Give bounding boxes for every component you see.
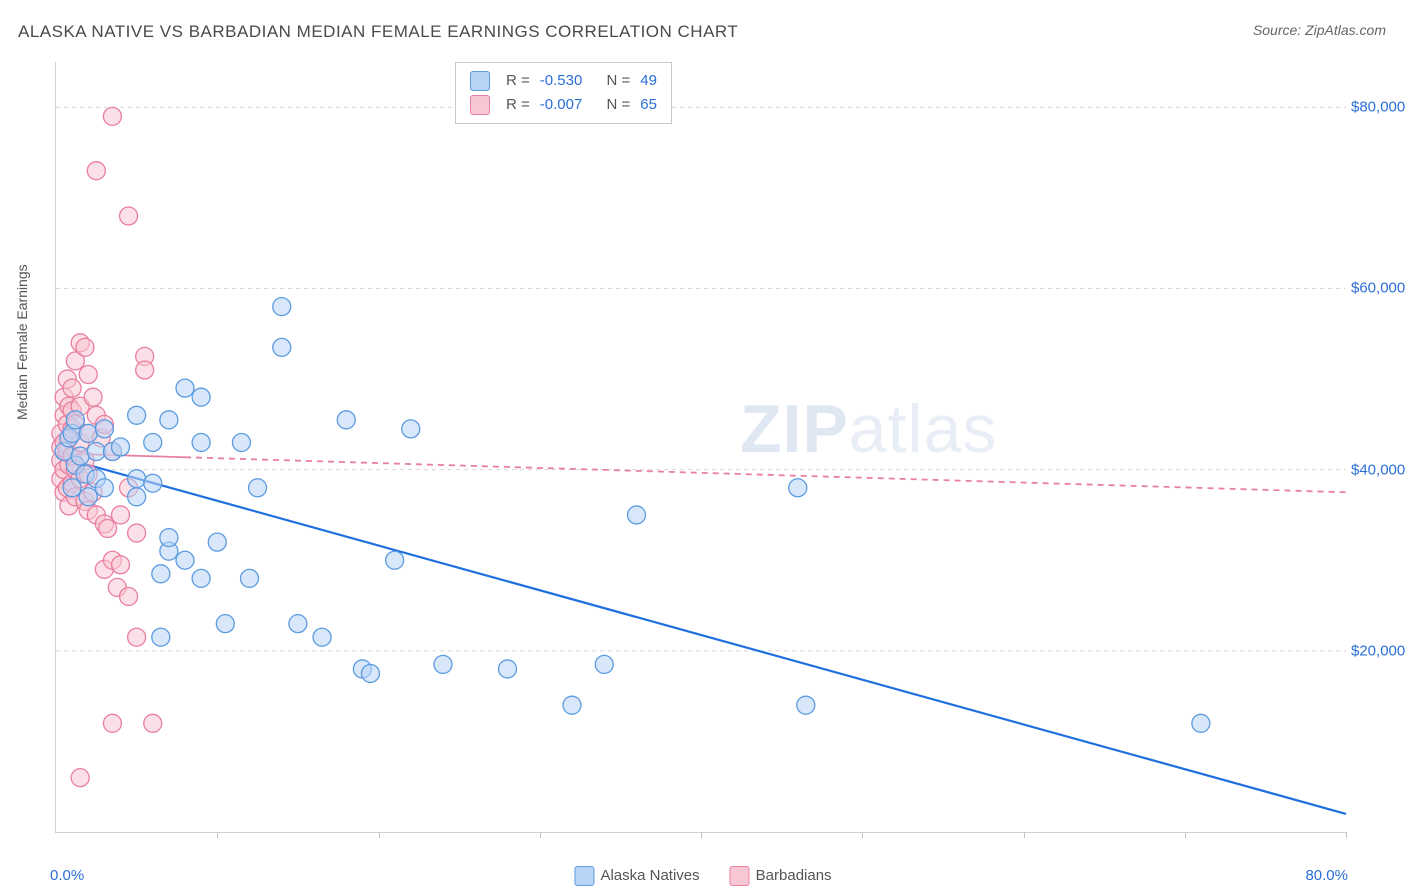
watermark-rest: atlas xyxy=(849,391,998,467)
legend-label-0: Alaska Natives xyxy=(600,867,699,884)
y-tick-label: $40,000 xyxy=(1351,461,1406,478)
x-axis-max-label: 80.0% xyxy=(1305,867,1348,884)
legend-swatch-1 xyxy=(730,866,750,886)
x-tick xyxy=(1024,832,1025,838)
r-label: R = xyxy=(506,93,530,117)
x-tick xyxy=(1185,832,1186,838)
watermark-bold: ZIP xyxy=(740,391,849,467)
watermark: ZIPatlas xyxy=(740,390,997,468)
swatch-series-0 xyxy=(470,71,490,91)
x-tick xyxy=(1346,832,1347,838)
scatter-svg xyxy=(56,62,1346,832)
chart-title: ALASKA NATIVE VS BARBADIAN MEDIAN FEMALE… xyxy=(18,22,738,42)
legend-label-1: Barbadians xyxy=(756,867,832,884)
y-tick-label: $60,000 xyxy=(1351,280,1406,297)
source-attribution: Source: ZipAtlas.com xyxy=(1253,22,1386,38)
legend-item-0: Alaska Natives xyxy=(574,866,699,886)
n-label: N = xyxy=(606,93,630,117)
x-tick xyxy=(540,832,541,838)
stats-row-series-0: R = -0.530 N = 49 xyxy=(470,69,657,93)
x-axis-min-label: 0.0% xyxy=(50,867,84,884)
r-value-0: -0.530 xyxy=(540,69,583,93)
x-tick xyxy=(701,832,702,838)
n-value-1: 65 xyxy=(640,93,657,117)
x-tick xyxy=(862,832,863,838)
legend: Alaska Natives Barbadians xyxy=(574,866,831,886)
legend-swatch-0 xyxy=(574,866,594,886)
y-axis-label: Median Female Earnings xyxy=(14,264,30,420)
r-value-1: -0.007 xyxy=(540,93,583,117)
swatch-series-1 xyxy=(470,95,490,115)
correlation-stats-box: R = -0.530 N = 49 R = -0.007 N = 65 xyxy=(455,62,672,124)
y-tick-label: $20,000 xyxy=(1351,642,1406,659)
n-label: N = xyxy=(606,69,630,93)
r-label: R = xyxy=(506,69,530,93)
x-tick xyxy=(217,832,218,838)
legend-item-1: Barbadians xyxy=(730,866,832,886)
n-value-0: 49 xyxy=(640,69,657,93)
plot-area: $20,000$40,000$60,000$80,000 xyxy=(55,62,1346,833)
x-tick xyxy=(379,832,380,838)
stats-row-series-1: R = -0.007 N = 65 xyxy=(470,93,657,117)
y-tick-label: $80,000 xyxy=(1351,99,1406,116)
